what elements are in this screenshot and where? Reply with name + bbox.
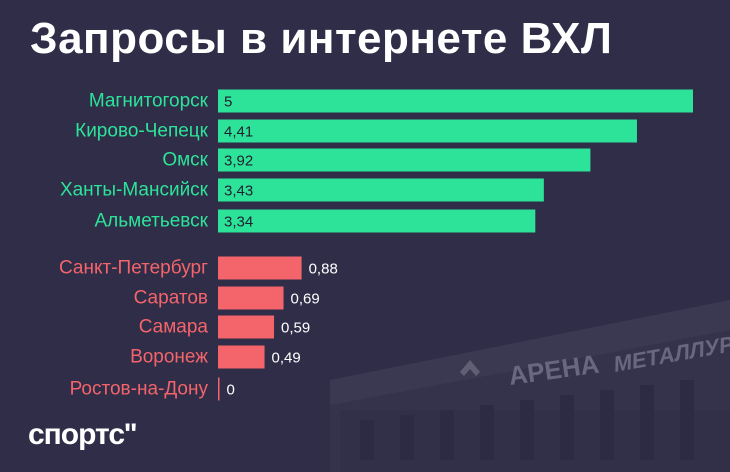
- value-label: 3,34: [224, 214, 253, 231]
- bar: [218, 345, 265, 369]
- category-label: Ханты-Мансийск: [60, 180, 209, 201]
- value-label: 5: [224, 94, 232, 111]
- value-label: 0,69: [291, 291, 320, 308]
- category-label: Санкт-Петербург: [59, 258, 208, 279]
- bar: [218, 256, 302, 280]
- bar: [218, 209, 536, 233]
- category-label: Самара: [139, 317, 209, 338]
- category-label: Кирово-Чепецк: [75, 121, 209, 142]
- bar: [218, 148, 591, 172]
- category-label: Альметьевск: [94, 211, 208, 232]
- value-label: 0,59: [281, 320, 310, 337]
- bar: [218, 119, 637, 143]
- value-label: 0: [227, 382, 235, 399]
- category-label: Саратов: [134, 288, 208, 309]
- bar: [218, 315, 275, 339]
- bar: [218, 178, 544, 202]
- category-label: Воронеж: [130, 347, 208, 368]
- chart-title: Запросы в интернете ВХЛ: [30, 14, 613, 63]
- category-label: Ростов-на-Дону: [70, 379, 209, 400]
- bar: [218, 286, 284, 310]
- category-label: Магнитогорск: [89, 91, 209, 112]
- bar: [218, 377, 220, 401]
- value-label: 3,43: [224, 183, 253, 200]
- bar: [218, 89, 693, 113]
- category-label: Омск: [162, 150, 208, 171]
- value-label: 0,49: [272, 350, 301, 367]
- value-label: 4,41: [224, 124, 253, 141]
- sports-logo: спортс'': [28, 418, 137, 451]
- value-label: 0,88: [309, 261, 338, 278]
- value-label: 3,92: [224, 153, 253, 170]
